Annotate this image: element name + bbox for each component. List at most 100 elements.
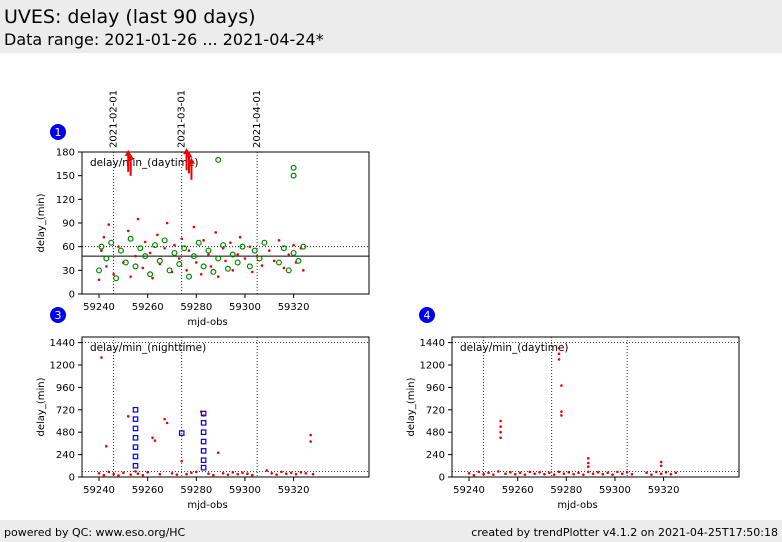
data-point (126, 229, 130, 233)
chart-badge-number: 1 (55, 126, 62, 139)
data-point (132, 407, 139, 413)
data-point (132, 453, 139, 460)
data-point (567, 471, 571, 474)
data-point (108, 239, 115, 246)
data-point (185, 472, 188, 476)
data-point (187, 249, 191, 252)
data-point (606, 471, 609, 475)
data-point (141, 266, 145, 270)
data-point (210, 268, 217, 275)
plot-frame (81, 336, 370, 478)
date-marker-label: 2021-03-01 (177, 90, 188, 148)
data-point (165, 421, 169, 425)
data-point (163, 417, 166, 421)
data-point (290, 172, 297, 179)
data-point (117, 247, 124, 254)
y-tick-label: 0 (69, 473, 75, 484)
data-point (586, 465, 590, 469)
x-tick-label: 59320 (278, 485, 310, 496)
header-bar (0, 0, 782, 53)
data-point (294, 472, 298, 476)
data-point (645, 471, 648, 475)
data-point (282, 266, 286, 270)
data-point (290, 249, 297, 256)
data-point (557, 470, 561, 474)
data-point (205, 247, 212, 254)
data-point (192, 225, 196, 229)
x-tick-label: 59260 (502, 485, 534, 496)
data-point (170, 471, 174, 475)
x-axis-label: mjd-obs (557, 500, 597, 511)
data-point (156, 257, 163, 264)
y-tick-label: 1200 (50, 361, 75, 372)
data-point (236, 472, 239, 476)
data-point (200, 410, 207, 417)
data-point (577, 471, 580, 475)
data-point (151, 242, 158, 249)
plot-frame (81, 151, 370, 295)
data-point (141, 473, 145, 477)
data-point (180, 237, 184, 241)
data-point (659, 460, 663, 464)
data-point (112, 472, 115, 476)
y-tick-label: 960 (56, 383, 75, 394)
plot-label: delay/min_(daytime) (90, 157, 199, 169)
chart-badge (419, 307, 435, 323)
data-point (126, 415, 130, 418)
data-point (132, 463, 139, 469)
data-point (136, 217, 140, 221)
data-point (304, 471, 308, 475)
data-point (586, 457, 590, 460)
data-point-arrowhead (185, 151, 193, 158)
data-point (156, 233, 159, 237)
data-point (132, 444, 139, 450)
data-point (176, 261, 183, 268)
data-point (499, 419, 502, 423)
data-point (239, 243, 246, 250)
y-tick-label: 0 (69, 290, 75, 301)
data-point (241, 471, 244, 475)
data-point (246, 263, 253, 270)
data-point (202, 239, 205, 242)
data-point (591, 472, 595, 476)
data-point (136, 472, 140, 476)
footer-bar (0, 520, 782, 542)
data-point (482, 472, 485, 476)
data-point (256, 255, 263, 262)
data-point (122, 259, 129, 266)
data-point (143, 240, 147, 244)
data-point (669, 472, 673, 476)
data-point (103, 255, 110, 262)
data-point (272, 259, 276, 263)
data-point (236, 253, 239, 256)
data-point (243, 257, 247, 260)
x-tick-label: 59260 (132, 302, 164, 313)
data-point (97, 471, 101, 475)
y-tick-label: 1200 (420, 361, 445, 372)
data-point (467, 471, 471, 475)
data-point (147, 271, 154, 278)
data-point (181, 245, 188, 252)
data-point (630, 472, 634, 476)
data-point (492, 473, 495, 476)
data-point (177, 257, 181, 260)
data-point (153, 439, 157, 442)
footer-generator: created by trendPlotter v4.1.2 on 2021-0… (471, 526, 778, 539)
data-point (538, 471, 541, 474)
data-point (620, 472, 624, 476)
data-point (117, 474, 120, 477)
y-tick-label: 180 (56, 148, 75, 159)
data-point (246, 472, 249, 476)
y-tick-label: 90 (62, 219, 75, 230)
data-point (562, 472, 566, 476)
y-tick-label: 480 (56, 428, 75, 439)
chart-badge-number: 4 (424, 309, 431, 322)
data-point-arrowhead (127, 153, 135, 160)
data-point-arrowhead (124, 149, 132, 156)
data-point (132, 263, 139, 270)
data-point (499, 425, 502, 428)
data-point (231, 471, 235, 474)
data-point (518, 471, 522, 475)
y-tick-label: 480 (426, 428, 445, 439)
data-point (122, 471, 125, 475)
